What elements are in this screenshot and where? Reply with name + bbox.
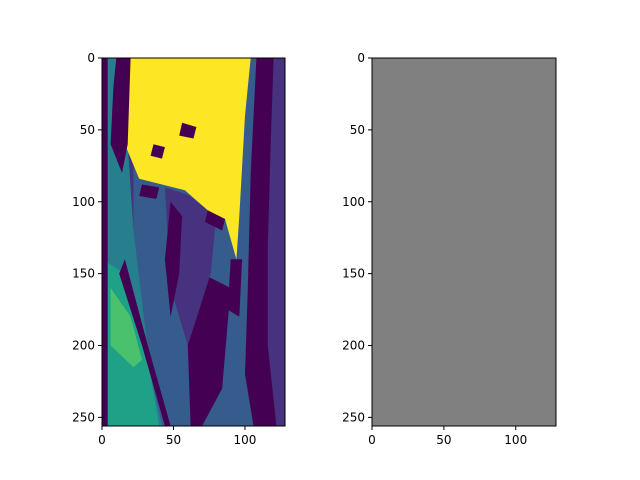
right-y-tick-label-250: 250 — [342, 410, 365, 424]
left-image-region-7 — [102, 58, 108, 426]
left-image-region-13 — [110, 58, 131, 173]
right-heatmap-panel: 0 50 100 0 50 100 150 200 250 — [342, 51, 557, 447]
right-x-tick-label-0: 0 — [368, 433, 376, 447]
left-heatmap-panel: 0 50 100 0 50 100 150 200 250 — [72, 51, 286, 447]
right-image — [372, 58, 556, 426]
left-y-tick-label-250: 250 — [72, 410, 95, 424]
left-y-tick-label-100: 100 — [72, 195, 95, 209]
right-y-tick-label-100: 100 — [342, 195, 365, 209]
left-image-region-12 — [124, 58, 251, 260]
right-y-tick-label-0: 0 — [357, 51, 365, 65]
left-image-region-17 — [179, 122, 197, 139]
left-image-region-11 — [164, 201, 183, 317]
right-y-tick-label-50: 50 — [350, 123, 365, 137]
left-y-tick-label-50: 50 — [80, 123, 95, 137]
left-image — [102, 58, 285, 426]
right-y-tick-label-200: 200 — [342, 339, 365, 353]
left-x-tick-label-0: 0 — [98, 433, 106, 447]
right-x-tick-label-100: 100 — [504, 433, 527, 447]
left-image-region-18 — [150, 144, 165, 159]
right-y-tick-label-150: 150 — [342, 267, 365, 281]
left-x-tick-label-100: 100 — [234, 433, 257, 447]
left-image-region-14 — [227, 259, 243, 317]
left-image-region-2 — [267, 58, 285, 426]
right-axes-frame — [371, 57, 557, 427]
left-y-tick-label-150: 150 — [72, 267, 95, 281]
left-image-region-6 — [110, 288, 142, 368]
left-image-region-16 — [204, 210, 225, 231]
right-image-fill — [372, 58, 556, 426]
right-x-tick-label-50: 50 — [436, 433, 451, 447]
left-image-region-15 — [139, 184, 160, 199]
left-image-region-8 — [119, 259, 171, 426]
left-x-tick-label-50: 50 — [166, 433, 181, 447]
left-y-tick-label-0: 0 — [87, 51, 95, 65]
left-y-tick-label-200: 200 — [72, 339, 95, 353]
left-axes-frame — [101, 57, 286, 427]
